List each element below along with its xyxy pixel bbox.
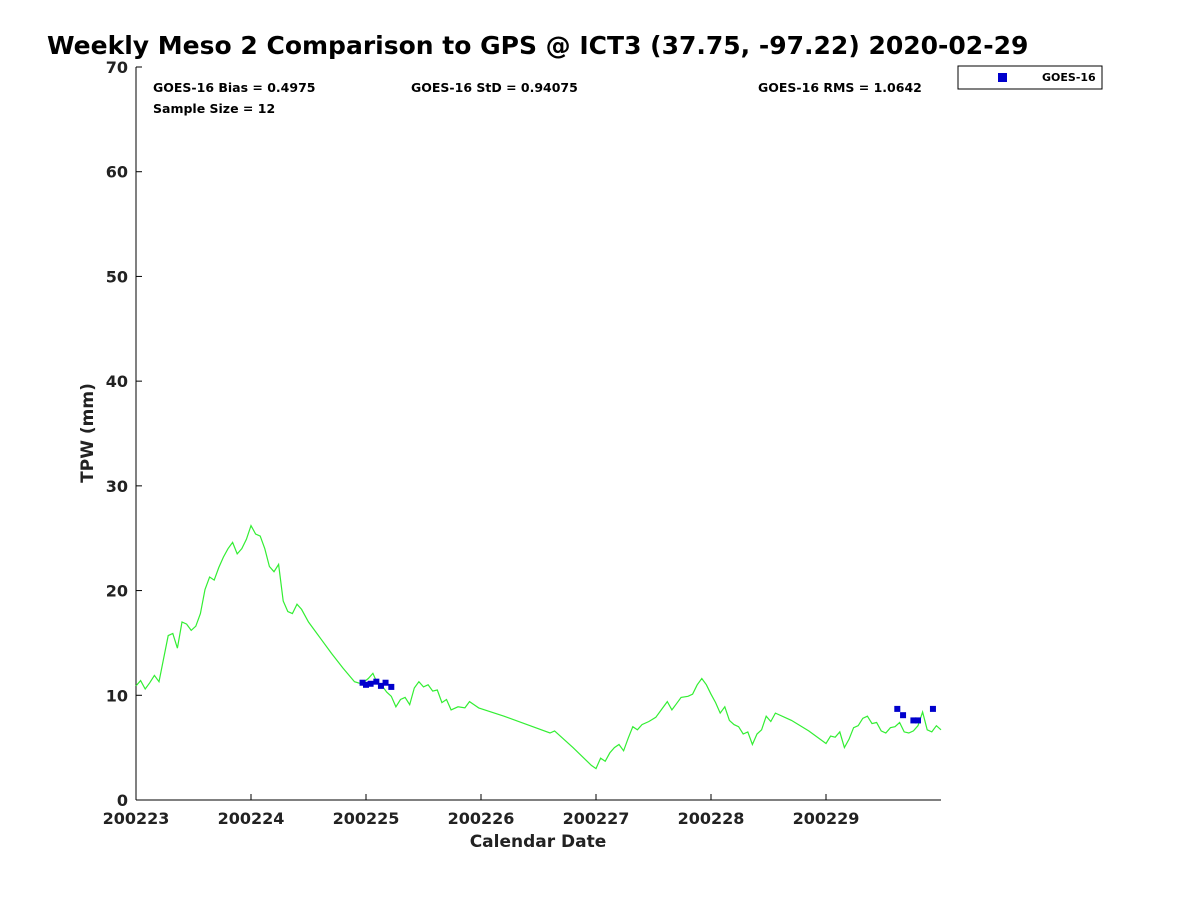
sample-size-stat: Sample Size = 12 [153, 101, 275, 116]
legend-label-goes16: GOES-16 [1042, 71, 1096, 84]
x-axis-label: Calendar Date [470, 832, 607, 852]
y-ticks: 0 10 20 30 40 50 60 70 [106, 58, 142, 810]
y-tick-label: 30 [106, 477, 128, 496]
goes16-point [367, 680, 374, 687]
bias-stat: GOES-16 Bias = 0.4975 [153, 80, 315, 95]
goes16-point [388, 683, 395, 690]
goes16-point [359, 679, 366, 686]
x-tick-label: 200229 [793, 809, 860, 828]
x-tick-label: 200227 [563, 809, 630, 828]
plot-area: 0 10 20 30 40 50 60 70 200223 200224 200225 200226… [103, 58, 942, 828]
chart-title: Weekly Meso 2 Comparison to GPS @ ICT3 (… [47, 31, 1028, 60]
x-tick-label: 200228 [678, 809, 745, 828]
y-axis-label: TPW (mm) [78, 383, 98, 483]
legend: GOES-16 [957, 65, 1103, 90]
series-layer [135, 524, 942, 770]
goes16-point [910, 717, 917, 724]
y-tick-label: 20 [106, 582, 128, 601]
rms-stat: GOES-16 RMS = 1.0642 [758, 80, 922, 95]
y-tick-label: 40 [106, 372, 128, 391]
gps-tpw-line [135, 524, 942, 770]
y-tick-label: 50 [106, 267, 128, 286]
x-ticks: 200223 200224 200225 200226 200227 200228 2002… [103, 794, 860, 828]
plot-frame [136, 67, 941, 800]
y-tick-label: 70 [106, 58, 128, 77]
goes16-point [382, 679, 389, 686]
goes16-point [915, 717, 921, 724]
goes16-point [377, 682, 384, 689]
x-tick-label: 200223 [103, 809, 170, 828]
goes16-point [363, 681, 369, 688]
y-tick-label: 10 [106, 686, 128, 705]
y-tick-label: 0 [117, 791, 128, 810]
x-tick-label: 200225 [333, 809, 400, 828]
goes16-point [894, 705, 901, 712]
goes16-point [900, 712, 907, 719]
x-tick-label: 200226 [448, 809, 515, 828]
std-stat: GOES-16 StD = 0.94075 [411, 80, 578, 95]
y-tick-label: 60 [106, 163, 128, 182]
goes16-point [373, 678, 380, 685]
goes16-point [929, 705, 936, 712]
x-tick-label: 200224 [218, 809, 285, 828]
legend-marker-goes16 [998, 73, 1007, 82]
legend-box [957, 65, 1103, 90]
